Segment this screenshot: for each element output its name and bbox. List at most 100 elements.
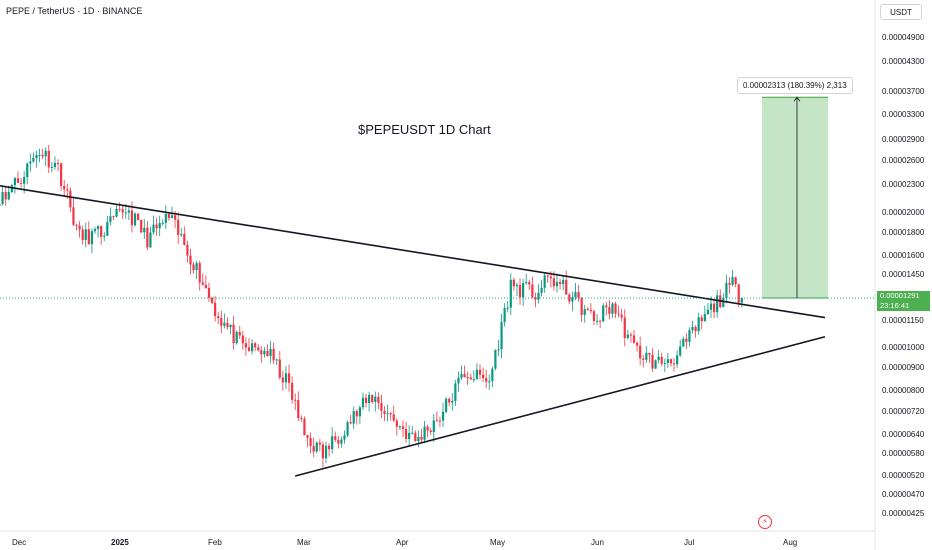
candle <box>534 292 537 308</box>
candle <box>478 364 482 380</box>
candle <box>648 352 651 363</box>
candle <box>287 364 291 392</box>
candle <box>300 415 303 422</box>
price-tick-label: 0.00000800 <box>882 386 925 395</box>
candle <box>93 226 97 234</box>
measurement-label: 0.00002313 (180.39%) 2,313 <box>737 77 853 94</box>
candle <box>629 332 633 343</box>
candle <box>645 345 648 363</box>
candle <box>485 369 488 389</box>
candle <box>343 430 346 444</box>
candle <box>595 313 599 326</box>
candle <box>10 183 13 194</box>
candle <box>63 179 66 197</box>
candle <box>192 261 195 274</box>
candle <box>214 295 217 322</box>
candle <box>284 365 288 389</box>
price-tick-label: 0.00000470 <box>882 490 925 499</box>
candle <box>383 406 386 422</box>
candle <box>309 432 312 454</box>
candle <box>614 301 617 319</box>
candle <box>272 342 275 365</box>
candle <box>321 441 325 468</box>
candle <box>488 374 491 390</box>
candle <box>512 277 515 291</box>
candle <box>334 431 337 443</box>
candle <box>583 304 586 323</box>
candle <box>694 325 697 338</box>
candle <box>204 275 207 289</box>
candle <box>571 291 574 312</box>
candle <box>260 345 263 363</box>
candle <box>137 213 140 221</box>
candle <box>118 202 121 212</box>
trendlines[interactable] <box>0 184 826 477</box>
price-tick-label: 0.00001150 <box>882 316 924 325</box>
candle <box>411 426 414 435</box>
ascending-support-line[interactable] <box>294 335 826 477</box>
candle <box>127 206 130 221</box>
candle <box>497 339 500 357</box>
candle <box>226 317 229 330</box>
candle <box>121 205 124 219</box>
candle <box>491 366 494 388</box>
lightning-icon[interactable]: ⚡ <box>758 515 772 529</box>
price-tick-label: 0.00001000 <box>882 343 925 352</box>
descending-resistance-line[interactable] <box>0 184 826 319</box>
candle <box>16 171 20 184</box>
candle <box>395 418 398 436</box>
candle <box>518 278 522 305</box>
candle <box>331 427 334 454</box>
candle <box>41 148 44 160</box>
candle <box>112 215 115 221</box>
candle <box>207 282 211 302</box>
candle <box>611 302 614 319</box>
candle <box>257 344 260 352</box>
candle <box>327 443 331 457</box>
candle <box>241 330 244 350</box>
candle <box>555 273 559 293</box>
candle <box>146 221 149 251</box>
candle <box>608 300 611 320</box>
candle <box>703 305 706 322</box>
candle <box>666 352 669 369</box>
candle <box>626 329 629 340</box>
candle <box>454 379 457 407</box>
candle <box>361 392 365 411</box>
measurement-box[interactable] <box>762 96 828 299</box>
candle <box>324 441 328 464</box>
candle <box>133 212 137 227</box>
candle <box>494 349 497 371</box>
candle <box>515 282 519 297</box>
candle <box>475 363 479 380</box>
candle <box>183 226 186 246</box>
candle <box>457 371 460 392</box>
candle <box>685 333 688 349</box>
candle <box>660 352 663 367</box>
candle <box>401 420 405 438</box>
candle <box>731 269 734 287</box>
candle <box>217 312 220 325</box>
price-tick-label: 0.00000720 <box>882 407 925 416</box>
candle <box>38 148 41 163</box>
candle <box>558 278 562 290</box>
candle <box>318 439 321 452</box>
candle <box>404 421 408 443</box>
candle <box>423 421 426 444</box>
candle <box>623 309 626 347</box>
candle <box>155 217 158 236</box>
time-tick-label: Apr <box>396 538 409 547</box>
candle <box>109 207 112 226</box>
currency-button[interactable]: USDT <box>880 4 922 20</box>
candle <box>364 394 368 408</box>
price-tick-label: 0.00000425 <box>882 509 925 518</box>
candle <box>315 441 318 454</box>
candle <box>528 279 531 291</box>
candle <box>130 201 134 233</box>
candle <box>435 411 438 422</box>
candle <box>96 225 100 238</box>
candle <box>167 213 171 221</box>
candle <box>426 424 429 438</box>
